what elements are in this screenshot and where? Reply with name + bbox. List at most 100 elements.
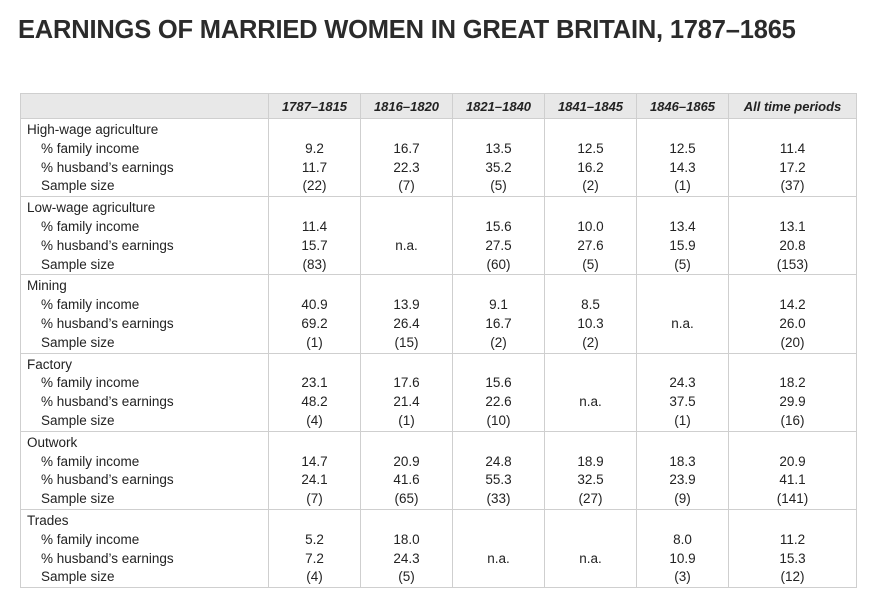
family-income-value: 8.5 [581, 297, 600, 313]
family-income-value: 8.0 [673, 531, 692, 547]
header-1787-1815: 1787–1815 [268, 93, 361, 119]
sample-size-value: (141) [776, 491, 809, 507]
sample-size-value: (7) [306, 491, 323, 507]
sample-size-value: (153) [776, 256, 809, 272]
header-1846-1865: 1846–1865 [636, 93, 729, 119]
family-income-value: 12.5 [577, 140, 604, 156]
husband-earnings-value: 37.5 [669, 394, 696, 410]
data-cell: 8.0 10.9 (3) [636, 508, 729, 589]
data-cell: 17.6 21.4 (1) [360, 352, 453, 432]
husband-earnings-value: 32.5 [577, 472, 604, 488]
category-label: Factory [27, 356, 73, 372]
header-1821-1840: 1821–1840 [452, 93, 545, 119]
husband-earnings-value: 15.3 [779, 550, 806, 566]
header-all-time-periods: All time periods [728, 93, 857, 119]
sample-size-value: (5) [398, 569, 415, 585]
family-income-value: 12.5 [669, 140, 696, 156]
category-label: Trades [27, 512, 69, 528]
husband-earnings-value: 27.5 [485, 237, 512, 253]
family-income-value [637, 296, 728, 315]
sample-size-value: (15) [394, 334, 419, 350]
data-cell: 13.5 35.2 (5) [452, 117, 545, 198]
husband-earnings-value: 55.3 [485, 472, 512, 488]
table-title: EARNINGS OF MARRIED WOMEN IN GREAT BRITA… [18, 16, 796, 44]
data-cell: n.a. [544, 352, 637, 432]
row-label-cell: Outwork % family income % husband’s earnin… [20, 430, 269, 510]
data-cell: 11.2 15.3 (12) [728, 508, 857, 589]
family-income-value: 14.7 [301, 453, 328, 469]
data-cell: 40.9 69.2 (1) [268, 274, 361, 354]
family-income-value [545, 374, 636, 393]
family-income-value: 17.6 [393, 375, 420, 391]
family-income-value: 23.1 [301, 375, 328, 391]
sample-size-value [637, 334, 728, 353]
husband-earnings-value: 29.9 [779, 394, 806, 410]
family-income-value: 20.9 [779, 453, 806, 469]
data-cell: 18.0 24.3 (5) [360, 508, 453, 589]
husband-earnings-value: 20.8 [779, 237, 806, 253]
sample-size-label: Sample size [41, 412, 115, 428]
husband-earnings-value: 26.0 [779, 315, 806, 331]
data-cell: 15.6 27.5 (60) [452, 196, 545, 276]
husband-earnings-value: 48.2 [301, 394, 328, 410]
family-income-value: 10.0 [577, 218, 604, 234]
sample-size-value: (33) [486, 491, 511, 507]
family-income-value: 18.9 [577, 453, 604, 469]
sample-size-value: (7) [398, 178, 415, 194]
family-income-label: % family income [41, 218, 140, 234]
category-label: High-wage agriculture [27, 122, 159, 137]
husband-earnings-value: 41.1 [779, 472, 806, 488]
family-income-value: 13.9 [393, 297, 420, 313]
husband-earnings-value: 11.7 [301, 159, 328, 175]
family-income-value: 40.9 [301, 297, 328, 313]
husband-earnings-value: 24.3 [393, 550, 420, 566]
sample-size-value: (10) [486, 412, 511, 428]
family-income-value: 20.9 [393, 453, 420, 469]
family-income-value: 9.1 [489, 297, 508, 313]
family-income-value: 15.6 [485, 218, 512, 234]
data-cell: 9.2 11.7 (22) [268, 117, 361, 198]
header-1841-1845: 1841–1845 [544, 93, 637, 119]
data-cell: 23.1 48.2 (4) [268, 352, 361, 432]
table-row: Mining % family income % husband’s earning… [20, 274, 857, 354]
table-row: Outwork % family income % husband’s earnin… [20, 430, 857, 510]
husband-earnings-label: % husband’s earnings [41, 472, 174, 488]
sample-size-value [545, 568, 636, 587]
family-income-value: 15.6 [485, 375, 512, 391]
family-income-value: 13.4 [669, 218, 696, 234]
husband-earnings-value: n.a. [671, 315, 694, 331]
husband-earnings-label: % husband’s earnings [41, 550, 174, 566]
data-cell: 24.8 55.3 (33) [452, 430, 545, 510]
sample-size-value: (4) [306, 569, 323, 585]
data-cell: 8.5 10.3 (2) [544, 274, 637, 354]
sample-size-value: (1) [306, 334, 323, 350]
data-cell: 10.0 27.6 (5) [544, 196, 637, 276]
header-1816-1820: 1816–1820 [360, 93, 453, 119]
family-income-value: 24.8 [485, 453, 512, 469]
sample-size-value: (83) [302, 256, 327, 272]
data-cell: 9.1 16.7 (2) [452, 274, 545, 354]
sample-size-value: (1) [674, 412, 691, 428]
data-cell: 16.7 22.3 (7) [360, 117, 453, 198]
family-income-value [361, 218, 452, 237]
data-cell: 12.5 14.3 (1) [636, 117, 729, 198]
sample-size-value: (5) [582, 256, 599, 272]
sample-size-value: (1) [398, 412, 415, 428]
husband-earnings-value: 22.6 [485, 394, 512, 410]
sample-size-value: (3) [674, 569, 691, 585]
sample-size-value: (2) [582, 334, 599, 350]
data-cell: n.a. [360, 196, 453, 276]
row-label-cell: High-wage agriculture % family income % hu… [20, 117, 269, 198]
sample-size-value [361, 256, 452, 275]
data-cell: 13.9 26.4 (15) [360, 274, 453, 354]
category-label: Mining [27, 278, 67, 294]
family-income-value: 24.3 [669, 375, 696, 391]
data-cell: 14.7 24.1 (7) [268, 430, 361, 510]
category-label: Low-wage agriculture [27, 200, 156, 216]
sample-size-value: (27) [578, 491, 603, 507]
sample-size-value: (65) [394, 491, 419, 507]
sample-size-value: (5) [490, 178, 507, 194]
table-row: High-wage agriculture % family income % hu… [20, 117, 857, 198]
husband-earnings-label: % husband’s earnings [41, 394, 174, 410]
sample-size-value: (60) [486, 256, 511, 272]
